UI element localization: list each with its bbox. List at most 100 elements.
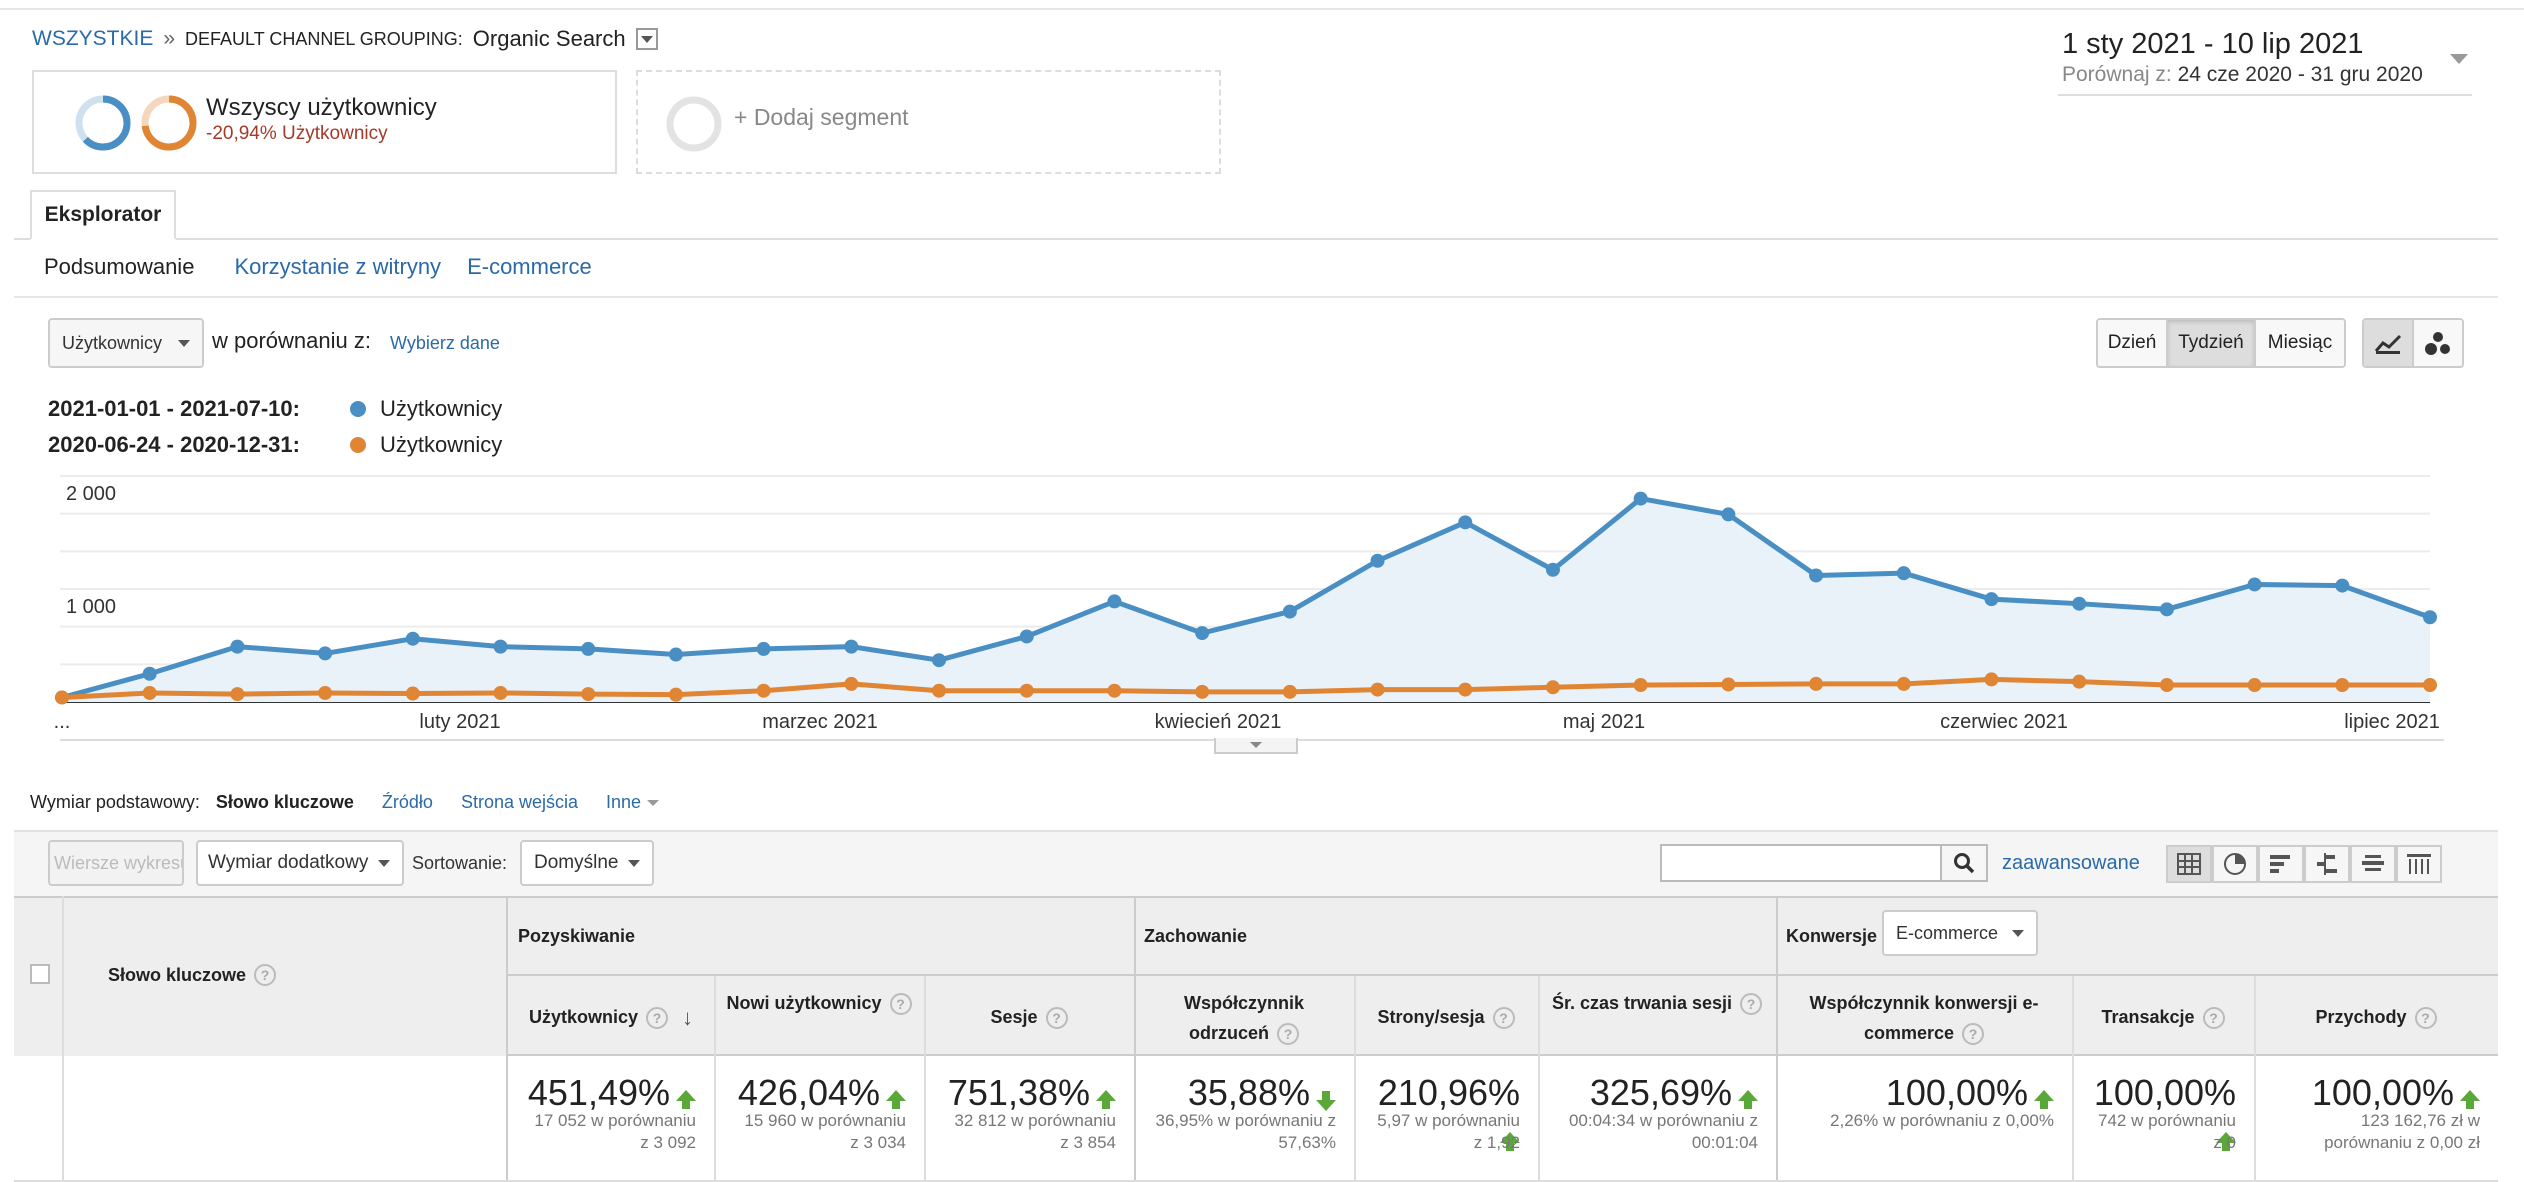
legend-dot-orange: [350, 437, 366, 453]
series-point-0: [2159, 602, 2174, 617]
metric-comparison-line-1: 17 052 w porównaniu: [534, 1111, 696, 1130]
line-chart-button[interactable]: [2364, 320, 2414, 366]
date-range-picker[interactable]: 1 sty 2021 - 10 lip 2021 Porównaj z: 24 …: [2058, 28, 2472, 96]
period-day-button[interactable]: Dzień: [2098, 320, 2168, 366]
column-header-1[interactable]: Nowi użytkownicy?: [724, 988, 914, 1018]
sort-descending-icon[interactable]: ↓: [682, 1005, 694, 1031]
column-header-label: Współczynnik konwersji e-commerce: [1809, 993, 2039, 1043]
y-tick-label: 2 000: [66, 483, 116, 505]
motion-chart-button[interactable]: [2414, 320, 2462, 366]
column-header-7[interactable]: Transakcje?: [2082, 1002, 2244, 1032]
metric-comparison-3: 36,95% w porównaniu z 57,63%: [1134, 1110, 1336, 1154]
series-area: [62, 498, 2430, 702]
dimension-other[interactable]: Inne: [606, 792, 660, 813]
subtab-summary[interactable]: Podsumowanie: [44, 254, 195, 279]
help-icon[interactable]: ?: [2202, 1007, 2225, 1030]
series-point-1: [405, 686, 420, 701]
arrow-up-icon: [2460, 1090, 2480, 1109]
choose-data-link[interactable]: Wybierz dane: [390, 333, 500, 353]
dimension-source[interactable]: Źródło: [381, 792, 433, 812]
series-point-0: [1282, 604, 1297, 619]
help-icon[interactable]: ?: [1045, 1007, 1068, 1030]
conversion-type-select[interactable]: E-commerce: [1882, 910, 2038, 956]
series-line-1: [61, 676, 2430, 700]
period-week-button[interactable]: Tydzień: [2168, 320, 2256, 366]
data-table: Słowo kluczowe ? Pozyskiwanie Zachowanie…: [14, 896, 2498, 1182]
chart-type-toggle: [2362, 318, 2464, 368]
tab-explorer[interactable]: Eksplorator: [30, 190, 176, 240]
metric-comparison-6: 2,26% w porównaniu z 0,00%: [1776, 1110, 2054, 1132]
help-icon[interactable]: ?: [2414, 1007, 2437, 1030]
series-point-1: [1282, 684, 1297, 699]
metric-select[interactable]: Użytkownicy: [48, 318, 204, 368]
series-point-0: [318, 646, 333, 661]
chart-rows-button[interactable]: Wiersze wykresu: [48, 840, 184, 886]
column-header-6[interactable]: Współczynnik konwersji e-commerce?: [1786, 988, 2062, 1048]
legend-dot-blue: [350, 401, 366, 417]
dimension-landing-page[interactable]: Strona wejścia: [460, 792, 579, 812]
secondary-dimension-select[interactable]: Wymiar dodatkowy: [196, 840, 404, 886]
dimension-keyword[interactable]: Słowo kluczowe: [215, 792, 354, 812]
column-header-4[interactable]: Strony/sesja?: [1364, 1002, 1528, 1032]
help-icon[interactable]: ?: [889, 993, 912, 1016]
subtab-site-usage[interactable]: Korzystanie z witryny: [234, 254, 442, 279]
column-header-label: Transakcje: [2101, 1007, 2195, 1027]
help-icon[interactable]: ?: [254, 964, 277, 986]
metric-comparison-line-1: 15 960 w porównaniu: [744, 1111, 906, 1130]
grouping-dropdown-button[interactable]: [635, 28, 658, 50]
column-header-0[interactable]: Użytkownicy? ↓: [518, 1002, 704, 1033]
series-point-1: [1896, 676, 1911, 691]
column-header-8[interactable]: Przychody?: [2264, 1002, 2488, 1032]
series-point-1: [2247, 678, 2262, 693]
select-all-checkbox[interactable]: [30, 964, 50, 984]
advanced-search-link[interactable]: zaawansowane: [2002, 852, 2140, 874]
view-pie-button[interactable]: [2212, 845, 2258, 883]
table-search-input[interactable]: [1660, 844, 1942, 882]
view-pivot-button[interactable]: [2396, 845, 2442, 883]
date-range-dropdown-icon[interactable]: [2450, 54, 2468, 64]
help-icon[interactable]: ?: [646, 1007, 669, 1030]
view-table-button[interactable]: [2166, 845, 2212, 883]
series-point-1: [230, 687, 245, 702]
group-behavior: Zachowanie: [1144, 926, 1248, 946]
x-tick-label: lipiec 2021: [2344, 711, 2440, 733]
sort-select[interactable]: Domyślne: [520, 840, 654, 886]
series-point-1: [844, 676, 859, 691]
help-icon[interactable]: ?: [1962, 1023, 1985, 1046]
subtab-ecommerce[interactable]: E-commerce: [467, 254, 592, 279]
chart-collapse-handle[interactable]: [1214, 738, 1298, 754]
column-header-2[interactable]: Sesje?: [934, 1002, 1124, 1032]
view-performance-button[interactable]: [2258, 845, 2304, 883]
series-point-1: [55, 690, 69, 705]
line-chart-icon: [2374, 334, 2402, 354]
help-icon[interactable]: ?: [1492, 1007, 1515, 1030]
view-comparison-button[interactable]: [2304, 845, 2350, 883]
arrow-up-icon: [886, 1090, 906, 1109]
breadcrumb-all-link[interactable]: WSZYSTKIE: [32, 27, 154, 50]
metric-value-1: 426,04%: [714, 1072, 906, 1114]
metric-comparison-line-1: 00:04:34 w porównaniu z: [1568, 1111, 1758, 1130]
arrow-up-icon: [2216, 1132, 2236, 1151]
metric-comparison-5: 00:04:34 w porównaniu z 00:01:04: [1538, 1110, 1758, 1154]
chevron-down-icon: [2012, 930, 2024, 937]
sort-value: Domyślne: [534, 852, 619, 873]
x-tick-label: luty 2021: [419, 711, 500, 733]
table-search-button[interactable]: [1940, 844, 1988, 882]
primary-dimension-bar: Wymiar podstawowy: Słowo kluczowe Źródło…: [30, 792, 660, 813]
arrow-up-icon: [676, 1090, 696, 1109]
series-point-1: [932, 683, 947, 698]
segment-all-users[interactable]: Wszyscy użytkownicy -20,94% Użytkownicy: [32, 70, 617, 174]
column-header-5[interactable]: Śr. czas trwania sesji?: [1548, 988, 1766, 1018]
period-month-button[interactable]: Miesiąc: [2256, 320, 2344, 366]
help-icon[interactable]: ?: [1277, 1023, 1299, 1046]
help-icon[interactable]: ?: [1740, 993, 1763, 1016]
keyword-column-header[interactable]: Słowo kluczowe ?: [108, 964, 277, 986]
legend-label-2: Użytkownicy: [380, 432, 503, 457]
column-header-3[interactable]: Współczynnik odrzuceń?: [1144, 988, 1344, 1048]
compare-value: 24 cze 2020 - 31 gru 2020: [2177, 63, 2423, 86]
secondary-dimension-label: Wymiar dodatkowy: [208, 852, 369, 873]
add-segment-button[interactable]: + Dodaj segment: [636, 70, 1221, 174]
series-point-1: [2159, 678, 2174, 693]
metric-comparison-1: 15 960 w porównaniu z 3 034: [714, 1110, 906, 1154]
view-term-cloud-button[interactable]: [2350, 845, 2396, 883]
